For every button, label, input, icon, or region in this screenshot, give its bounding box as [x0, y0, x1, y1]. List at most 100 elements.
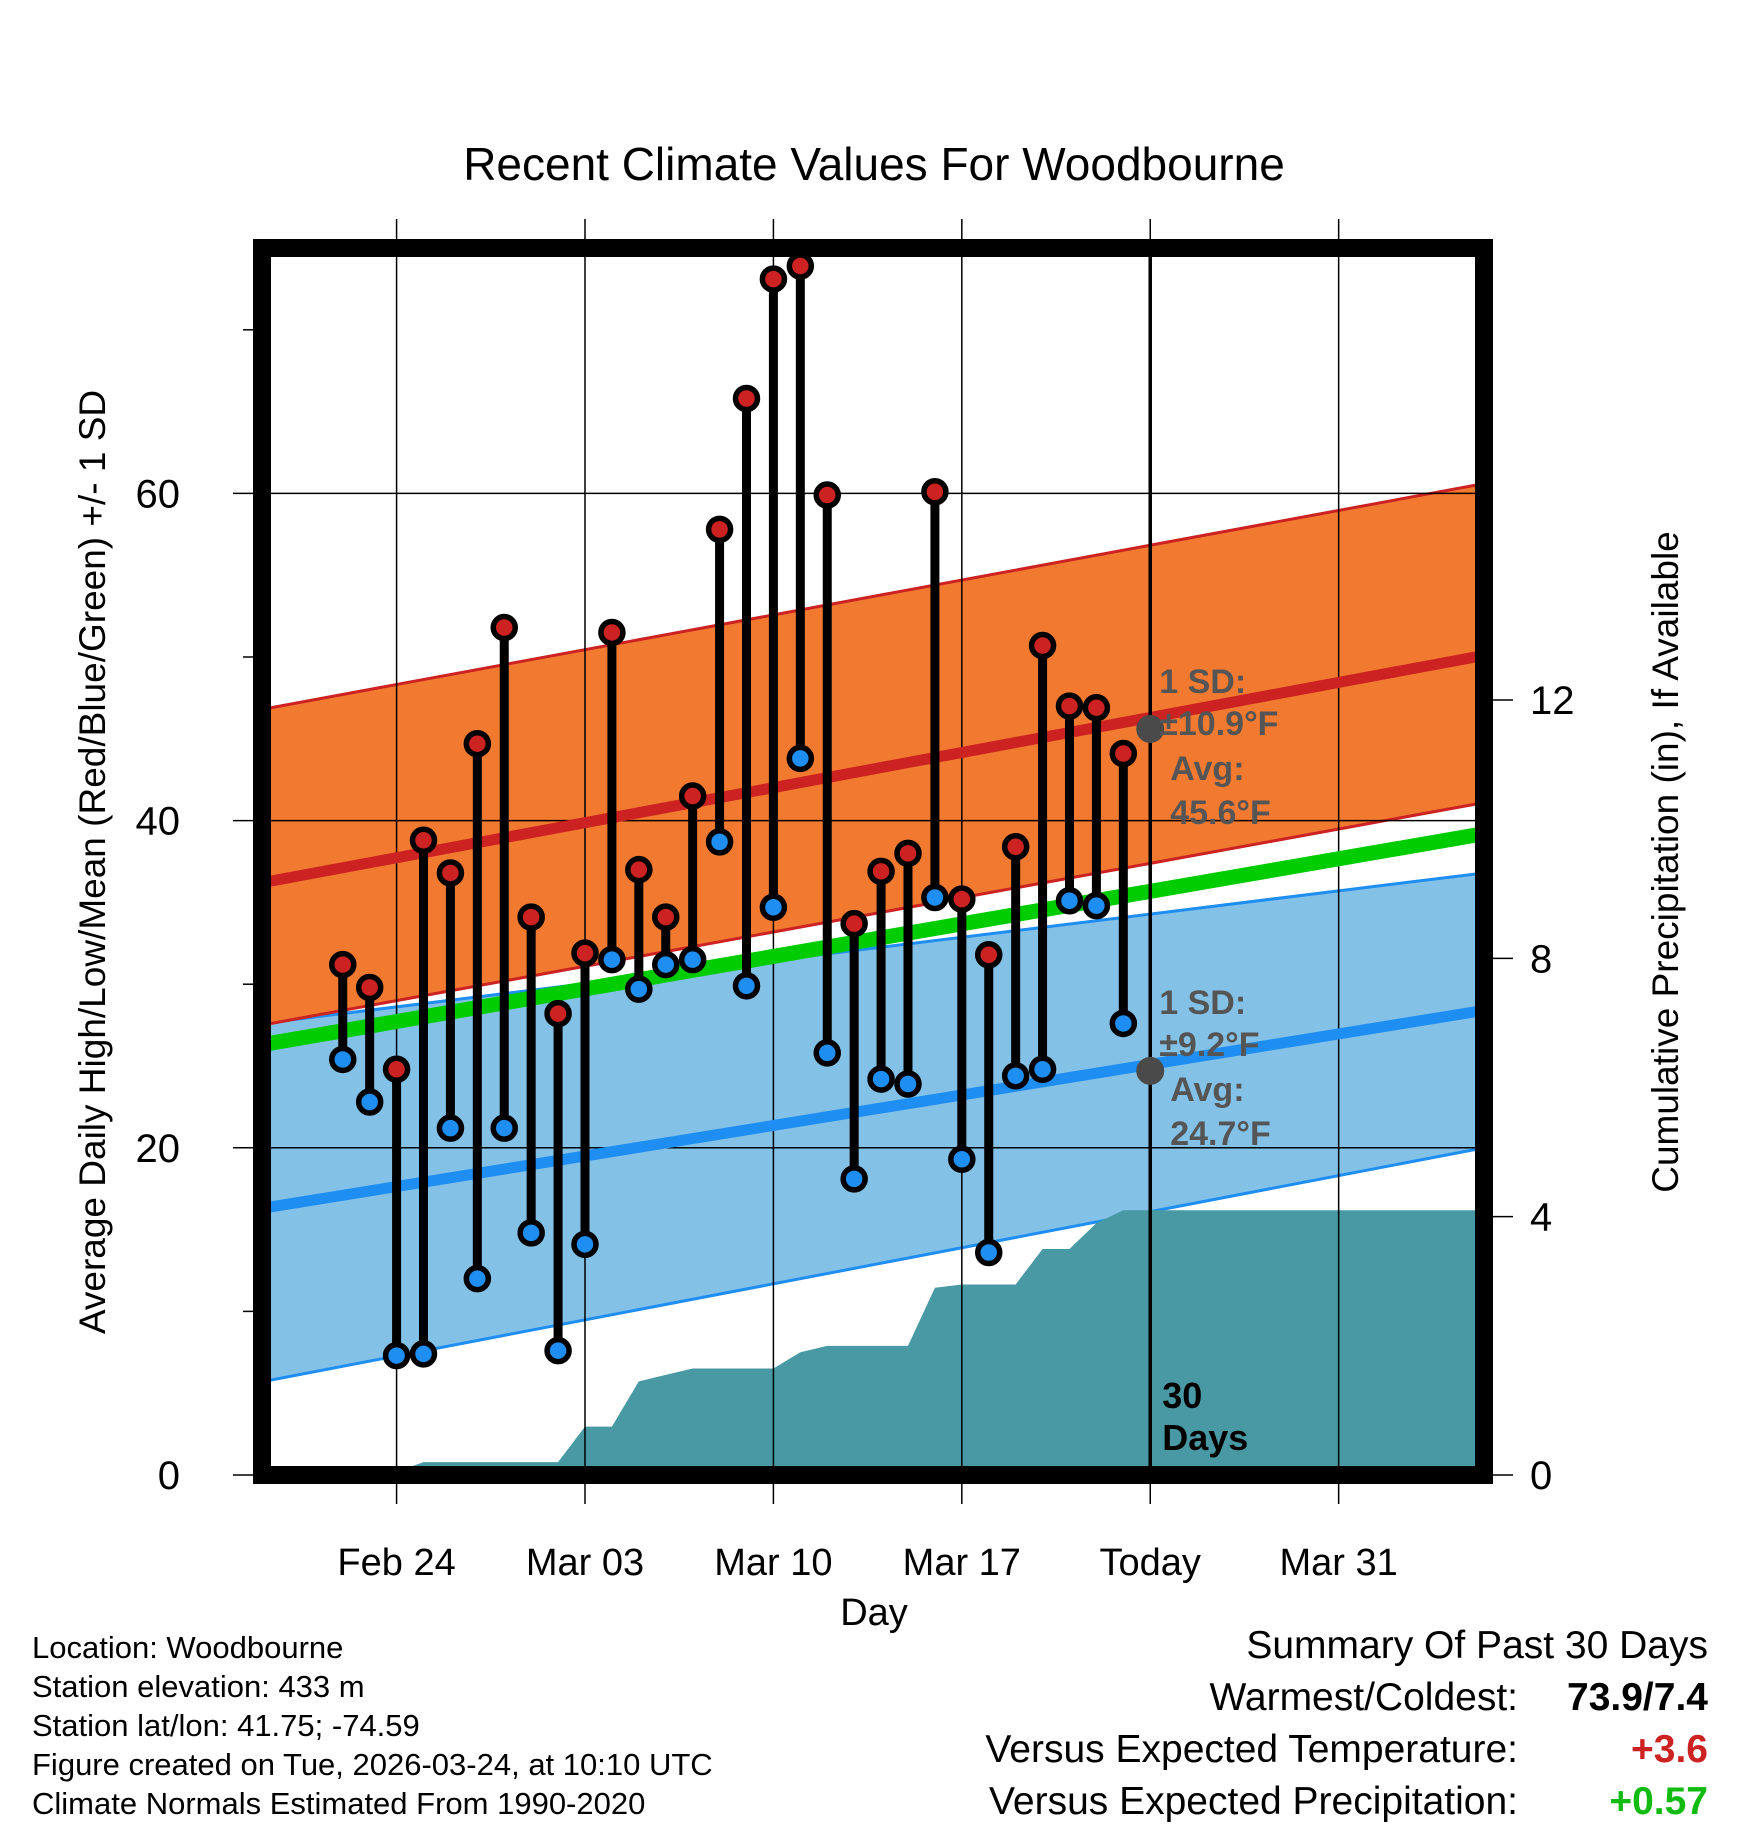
daily-low-point — [382, 1341, 411, 1370]
daily-low-point — [1028, 1055, 1057, 1084]
daily-low-point — [490, 1114, 518, 1142]
daily-low-point — [544, 1336, 572, 1365]
summary-precip-row: Versus Expected Precipitation: +0.57 — [985, 1776, 1708, 1828]
daily-low-point — [436, 1114, 465, 1142]
station-location: Location: Woodbourne — [32, 1630, 344, 1665]
summary-title: Summary Of Past 30 Days — [1246, 1624, 1708, 1667]
low-sd-upper-edge — [262, 871, 1484, 1025]
daily-low-point — [705, 828, 734, 856]
low-annotation-1: ±9.2°F — [1159, 1026, 1259, 1064]
daily-low-point — [732, 972, 761, 1000]
daily-low-point — [1001, 1062, 1030, 1090]
high-annotation-1: ±10.9°F — [1159, 705, 1278, 743]
daily-low-point — [921, 883, 949, 912]
chart-title: Recent Climate Values For Woodbourne — [463, 138, 1285, 190]
high-annotation-0: 1 SD: — [1159, 663, 1246, 701]
daily-high-point — [678, 782, 707, 810]
y2-tick-label: 4 — [1530, 1196, 1552, 1240]
today-window-label: Days — [1162, 1417, 1248, 1458]
y-tick-label: 0 — [158, 1454, 180, 1498]
daily-high-point — [328, 950, 357, 979]
daily-high-point — [544, 999, 572, 1028]
daily-low-point — [1109, 1009, 1138, 1038]
daily-high-point — [948, 885, 976, 913]
summary-panel: Summary Of Past 30 Days Warmest/Coldest:… — [985, 1620, 1708, 1828]
station-elevation: Station elevation: 433 m — [32, 1669, 365, 1704]
high-sd-upper-edge — [262, 482, 1484, 711]
daily-high-point — [598, 618, 626, 647]
daily-high-point — [894, 839, 922, 868]
today-high-normal-marker — [1136, 714, 1165, 743]
daily-high-point — [867, 857, 895, 886]
daily-high-point — [974, 941, 1003, 969]
y2-tick-label: 8 — [1530, 937, 1552, 981]
daily-low-point — [625, 975, 653, 1003]
x-tick-label: Mar 31 — [1280, 1542, 1398, 1584]
daily-low-point — [678, 945, 707, 974]
x-tick-label: Mar 17 — [903, 1542, 1021, 1584]
daily-low-point — [517, 1219, 545, 1247]
daily-high-point — [409, 826, 438, 854]
low-sd-band — [262, 872, 1484, 1382]
station-info: Location: Woodbourne Station elevation: … — [32, 1628, 713, 1823]
y2-tick-label: 12 — [1530, 679, 1575, 723]
daily-low-point — [571, 1230, 599, 1259]
summary-temp-value: +3.6 — [1631, 1728, 1708, 1771]
daily-low-point — [1082, 891, 1111, 920]
summary-temp-label: Versus Expected Temperature: — [985, 1728, 1518, 1771]
daily-low-point — [1055, 887, 1084, 915]
high-sd-lower-edge — [262, 801, 1484, 1027]
today-low-normal-marker — [1136, 1056, 1165, 1085]
daily-low-point — [974, 1238, 1003, 1267]
high-annotation-3: 45.6°F — [1170, 794, 1271, 832]
normal-mean-line — [262, 826, 1484, 1053]
daily-low-point — [867, 1065, 895, 1093]
normal-high-line — [262, 649, 1484, 889]
daily-high-point — [1055, 692, 1084, 720]
daily-low-point — [328, 1045, 357, 1074]
daily-high-point — [436, 859, 465, 887]
daily-high-point — [490, 613, 518, 642]
summary-precip-label: Versus Expected Precipitation: — [989, 1780, 1518, 1823]
low-annotation-2: Avg: — [1170, 1071, 1244, 1109]
daily-high-point — [921, 478, 949, 506]
daily-low-point — [355, 1088, 384, 1116]
daily-low-point — [759, 893, 788, 922]
daily-high-point — [813, 481, 841, 509]
x-tick-label: Today — [1100, 1542, 1201, 1584]
normal-low-line — [262, 1004, 1484, 1214]
daily-high-point — [382, 1055, 411, 1084]
plot-frame — [253, 239, 1493, 1484]
figure-created: Figure created on Tue, 2026-03-24, at 10… — [32, 1747, 713, 1782]
station-latlon: Station lat/lon: 41.75; -74.59 — [32, 1708, 420, 1743]
daily-low-point — [463, 1264, 492, 1293]
precip-area — [315, 1210, 1484, 1475]
daily-low-point — [894, 1070, 922, 1098]
daily-low-point — [948, 1145, 976, 1174]
low-annotation-3: 24.7°F — [1170, 1115, 1271, 1153]
summary-warm-cold-row: Warmest/Coldest: 73.9/7.4 — [985, 1672, 1708, 1724]
y-tick-label: 20 — [136, 1127, 181, 1171]
x-tick-label: Mar 10 — [714, 1542, 832, 1584]
x-tick-label: Mar 03 — [526, 1542, 644, 1584]
daily-high-point — [1082, 693, 1111, 722]
daily-low-point — [786, 744, 815, 773]
daily-low-point — [409, 1340, 438, 1368]
daily-high-point — [517, 903, 545, 931]
daily-high-point — [651, 903, 680, 931]
daily-low-point — [813, 1039, 841, 1067]
daily-high-point — [625, 855, 653, 884]
climate-normals-period: Climate Normals Estimated From 1990-2020 — [32, 1786, 646, 1821]
y2-tick-label: 0 — [1530, 1454, 1552, 1498]
summary-temp-row: Versus Expected Temperature: +3.6 — [985, 1724, 1708, 1776]
daily-low-point — [840, 1165, 868, 1193]
y2-axis-label: Cumulative Precipitation (in), If Availa… — [1645, 531, 1686, 1193]
x-axis-label: Day — [840, 1592, 908, 1634]
summary-warm-cold-value: 73.9/7.4 — [1567, 1676, 1708, 1719]
daily-high-point — [1109, 739, 1138, 768]
daily-low-point — [651, 950, 680, 979]
y-axis-label: Average Daily High/Low/Mean (Red/Blue/Gr… — [72, 390, 113, 1334]
high-annotation-2: Avg: — [1170, 750, 1244, 788]
